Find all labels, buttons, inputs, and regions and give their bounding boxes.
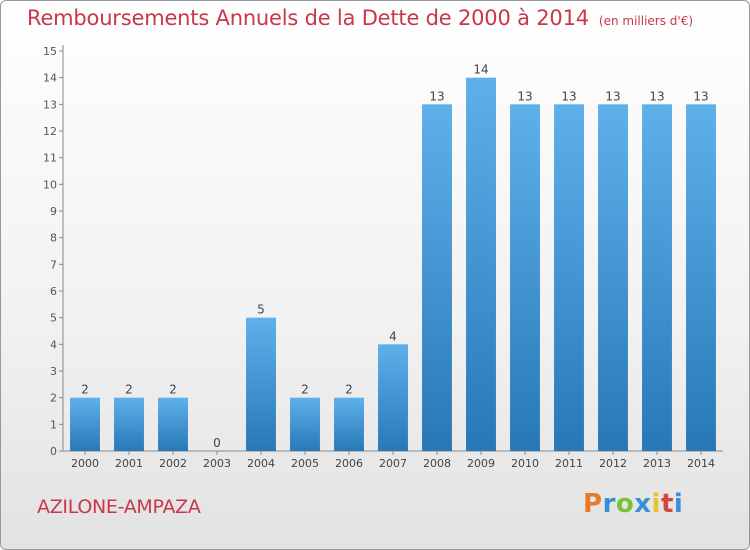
bar — [290, 397, 320, 451]
x-tick-label: 2004 — [247, 457, 275, 470]
y-tick-label: 1 — [50, 418, 57, 431]
x-tick-label: 2002 — [159, 457, 187, 470]
y-tick-label: 5 — [50, 312, 57, 325]
y-tick-label: 12 — [43, 125, 57, 138]
bar-value-label: 5 — [257, 303, 265, 317]
x-tick-label: 2000 — [71, 457, 99, 470]
logo-letter: x — [634, 489, 652, 519]
y-tick-label: 3 — [50, 365, 57, 378]
logo-letter: o — [615, 489, 635, 519]
bar — [334, 397, 364, 451]
y-tick-label: 6 — [50, 285, 57, 298]
bar-value-label: 13 — [517, 89, 532, 103]
bar — [246, 317, 276, 451]
y-tick-label: 8 — [50, 232, 57, 245]
bar-value-label: 4 — [389, 329, 397, 343]
y-tick-label: 15 — [43, 45, 57, 58]
bar-value-label: 13 — [693, 89, 708, 103]
logo-letter: t — [660, 489, 674, 519]
place-name: AZILONE-AMPAZA — [37, 496, 201, 518]
bar-value-label: 2 — [81, 383, 89, 397]
bar — [70, 397, 100, 451]
bar — [158, 397, 188, 451]
y-tick-label: 10 — [43, 178, 57, 191]
x-tick-label: 2010 — [511, 457, 539, 470]
bar-value-label: 13 — [605, 89, 620, 103]
y-tick-label: 14 — [43, 72, 57, 85]
x-tick-label: 2011 — [555, 457, 583, 470]
bar-value-label: 2 — [169, 383, 177, 397]
x-tick-label: 2009 — [467, 457, 495, 470]
bar — [686, 104, 716, 451]
y-tick-label: 13 — [43, 98, 57, 111]
x-tick-label: 2006 — [335, 457, 363, 470]
bar-value-label: 13 — [649, 89, 664, 103]
y-tick-label: 0 — [50, 445, 57, 458]
logo-letter: r — [602, 489, 616, 519]
x-tick-label: 2008 — [423, 457, 451, 470]
bar — [554, 104, 584, 451]
logo-letter: P — [583, 489, 603, 519]
x-tick-label: 2003 — [203, 457, 231, 470]
y-tick-label: 11 — [43, 152, 57, 165]
logo-letter: i — [651, 489, 661, 519]
bar-value-label: 13 — [429, 89, 444, 103]
proxiti-logo[interactable]: Proxiti — [583, 489, 683, 519]
bar — [642, 104, 672, 451]
bar-value-label: 2 — [345, 383, 353, 397]
bar-value-label: 0 — [213, 436, 221, 450]
chart-unit: (en milliers d'€) — [598, 14, 694, 28]
bar — [378, 344, 408, 451]
x-tick-label: 2013 — [643, 457, 671, 470]
y-tick-label: 9 — [50, 205, 57, 218]
bar — [598, 104, 628, 451]
x-tick-label: 2012 — [599, 457, 627, 470]
bar-value-label: 13 — [561, 89, 576, 103]
bar — [466, 77, 496, 452]
y-tick-label: 2 — [50, 392, 57, 405]
bar — [510, 104, 540, 451]
bar — [422, 104, 452, 451]
chart-title: Remboursements Annuels de la Dette de 20… — [27, 6, 589, 30]
x-tick-label: 2005 — [291, 457, 319, 470]
bar-value-label: 2 — [125, 383, 133, 397]
logo-letter: i — [673, 489, 684, 519]
bar-value-label: 2 — [301, 383, 309, 397]
y-tick-label: 7 — [50, 258, 57, 271]
bars: 2 2 2 0 5 2 2 4 13 14 13 13 13 13 13 — [70, 63, 716, 452]
bar — [114, 397, 144, 451]
x-tick-label: 2007 — [379, 457, 407, 470]
y-tick-label: 4 — [50, 338, 57, 351]
bar-value-label: 14 — [473, 63, 488, 77]
x-tick-label: 2001 — [115, 457, 143, 470]
x-tick-label: 2014 — [687, 457, 715, 470]
chart-title-block: Remboursements Annuels de la Dette de 20… — [27, 6, 693, 30]
